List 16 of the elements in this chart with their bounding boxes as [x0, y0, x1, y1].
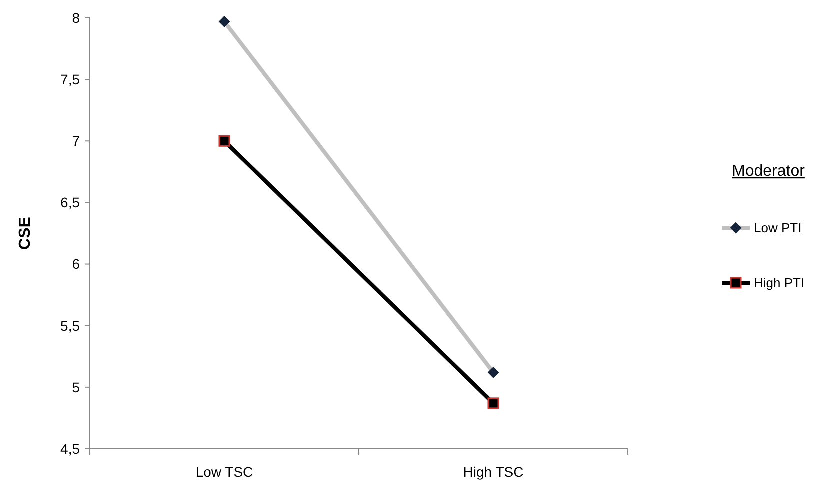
y-tick-label: 5: [72, 379, 80, 396]
y-tick-label: 4,5: [60, 440, 80, 457]
y-tick-label: 8: [72, 10, 80, 26]
legend-title: Moderator: [732, 163, 806, 180]
x-tick-label: Low TSC: [196, 464, 254, 480]
y-tick-label: 6: [72, 256, 80, 272]
point: [218, 135, 230, 147]
y-tick-label: 7,5: [60, 71, 80, 88]
point: [488, 398, 500, 410]
y-tick-label: 7: [72, 133, 80, 150]
y-axis-title: CSE: [17, 216, 34, 250]
y-tick-label: 5,5: [60, 318, 80, 334]
x-tick-label: High TSC: [463, 464, 524, 480]
y-tick-label: 6,5: [60, 194, 80, 211]
legend-label: Low PTI: [754, 220, 802, 236]
legend-label: High PTI: [754, 276, 805, 291]
